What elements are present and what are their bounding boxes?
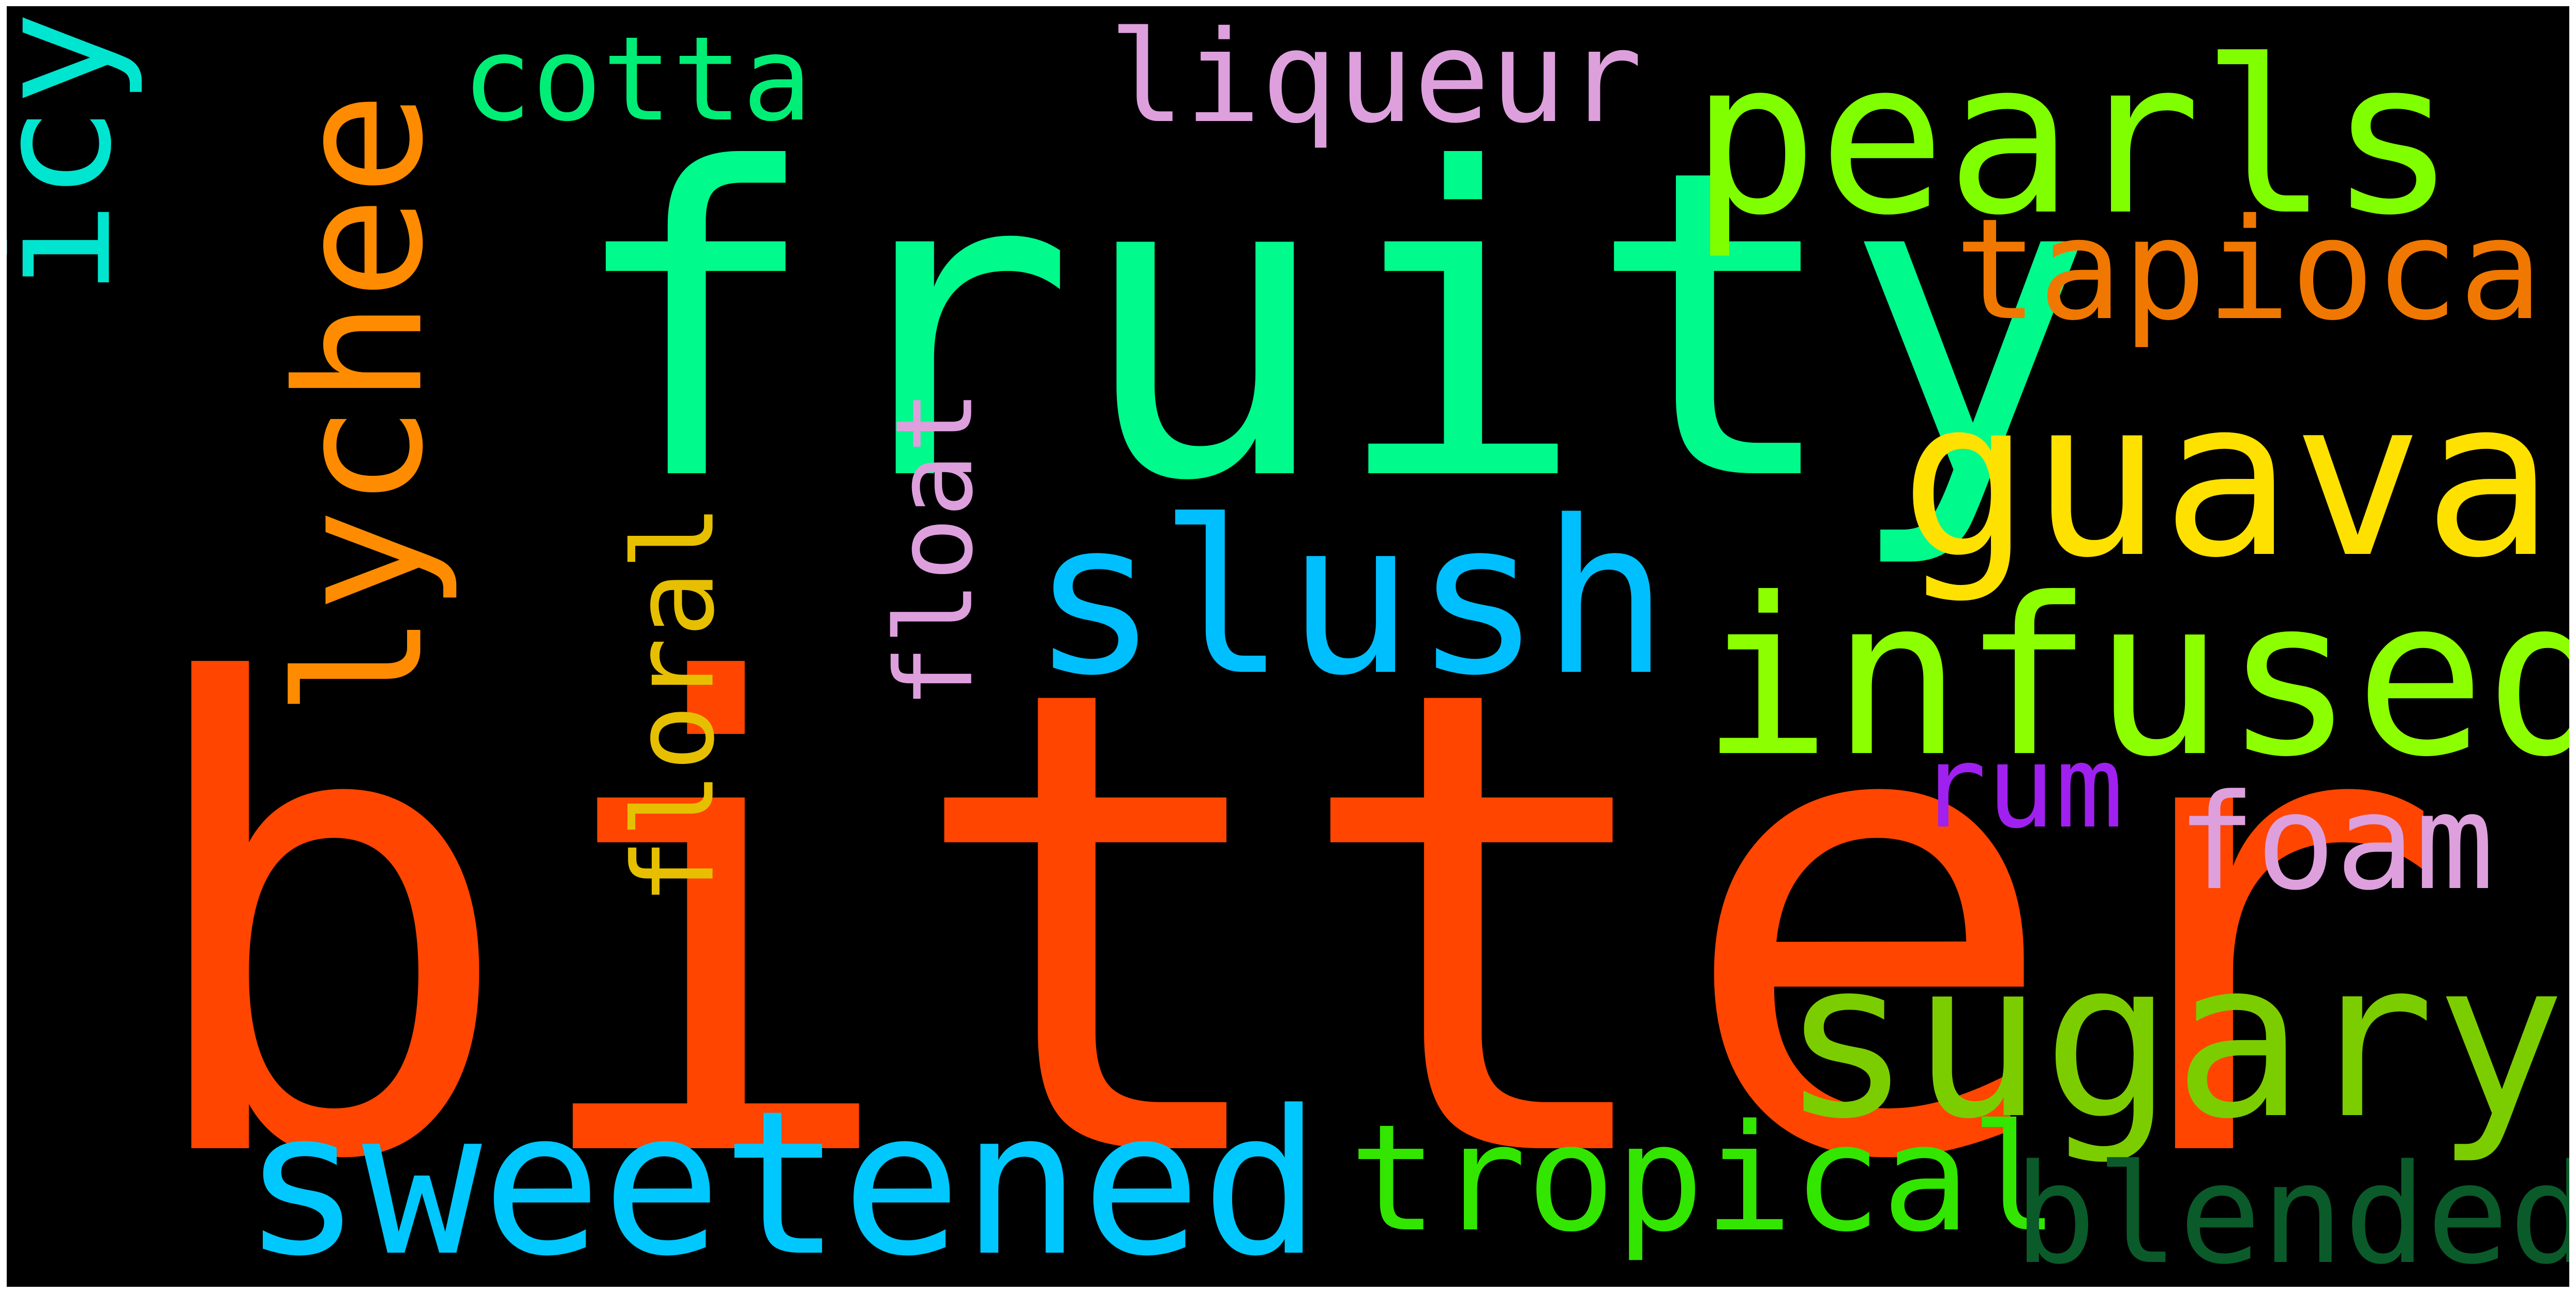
word-cotta: cotta	[462, 12, 813, 147]
word-foam: foam	[2177, 766, 2495, 920]
word-guava: guava	[1900, 353, 2554, 606]
word-fruity: fruity	[565, 80, 2098, 574]
word-pearls: pearls	[1690, 14, 2457, 262]
word-slush: slush	[1031, 475, 1670, 722]
word-sugary: sugary	[1781, 914, 2566, 1167]
word-infused: infused	[1701, 552, 2569, 805]
word-floral: floral	[609, 503, 739, 906]
word-tapioca: tapioca	[1954, 188, 2543, 351]
word-bitter: bitter	[131, 553, 2448, 1287]
word-liqueur: liqueur	[1109, 6, 1643, 151]
word-float: float	[873, 389, 997, 709]
word-sweetened: sweetened	[242, 1068, 1322, 1287]
word-icy: icy	[7, 11, 146, 296]
word-cloud: bitter fruity sweetened sugary guava inf…	[7, 6, 2569, 1287]
word-rum: rum	[1918, 721, 2124, 853]
word-lychee: lychee	[260, 91, 462, 718]
word-tropical: tropical	[1349, 1093, 2059, 1265]
word-blended: blended	[2014, 1135, 2569, 1287]
